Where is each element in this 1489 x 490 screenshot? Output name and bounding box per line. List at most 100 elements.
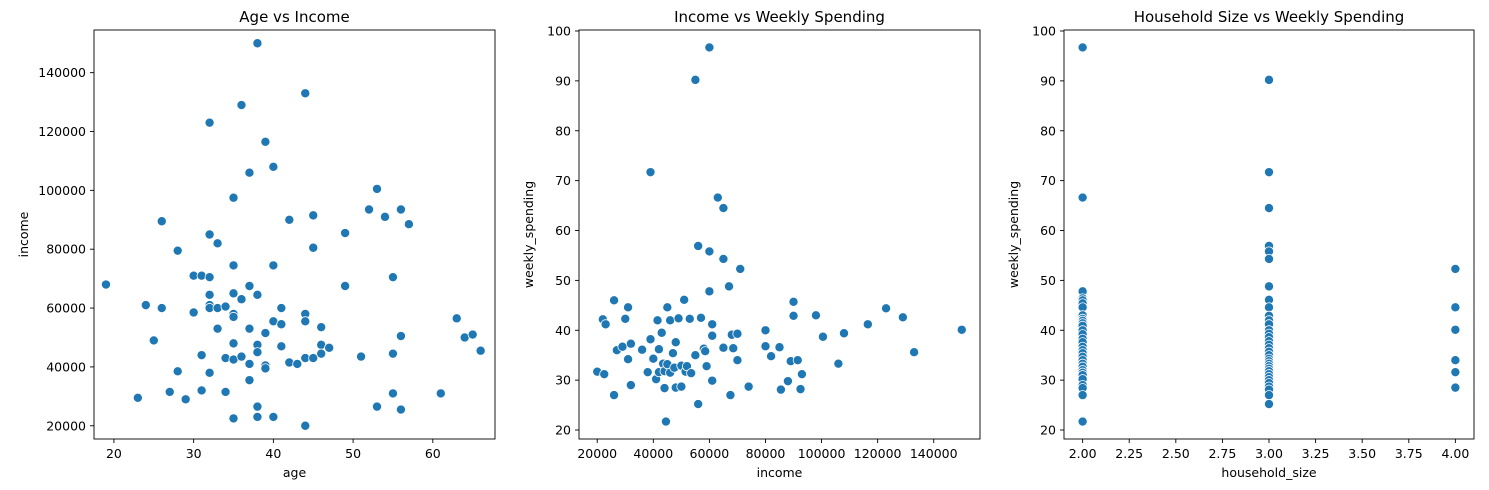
x-axis-label: income [757,465,803,480]
data-point [395,204,406,215]
data-point [220,386,231,397]
data-point [1264,74,1275,85]
data-point [766,351,777,362]
x-tick-label: 3.25 [1302,446,1330,461]
data-point [1077,390,1088,401]
data-point [796,369,807,380]
data-point [308,353,319,364]
subplot-3: Household Size vs Weekly Spending 2.00 2.2… [1006,8,1475,480]
x-axis-label: household_size [1221,465,1316,480]
data-point [623,302,634,313]
data-point [701,361,712,372]
data-point [268,161,279,172]
data-point [600,319,611,330]
y-tick-label: 100 [1032,23,1056,38]
data-point [707,319,718,330]
x-axis-label: age [283,465,307,480]
data-point [100,279,111,290]
data-point [788,310,799,321]
data-point [244,323,255,334]
data-point [228,260,239,271]
data-point [645,334,656,345]
data-point [220,301,231,312]
data-point [656,327,667,338]
data-point [340,228,351,239]
y-tick-label: 100 [547,23,571,38]
data-point [356,351,367,362]
data-point [648,353,659,364]
chart-title: Income vs Weekly Spending [674,8,885,26]
data-point [652,315,663,326]
x-tick-label: 20000 [577,446,617,461]
data-point [475,345,486,356]
data-point [1450,367,1461,378]
data-point [292,358,303,369]
data-point [670,337,681,348]
y-axis-label: weekly_spending [1006,181,1021,288]
data-point [617,341,628,352]
data-point [451,313,462,324]
x-tick-label: 2.25 [1115,446,1143,461]
data-point [395,404,406,415]
data-point [395,331,406,342]
data-point [704,286,715,297]
data-point [718,253,729,264]
data-point [667,348,678,359]
data-point [690,350,701,361]
data-point [180,394,191,405]
y-tick-label: 90 [555,73,571,88]
data-point [760,325,771,336]
data-point [625,380,636,391]
data-point [653,344,664,355]
data-point [1264,281,1275,292]
y-tick-label: 60000 [46,301,86,316]
data-point [244,358,255,369]
y-tick-label: 70 [555,173,571,188]
y-tick-label: 40000 [46,359,86,374]
axes-frame [578,29,981,440]
data-point [676,381,687,392]
data-point [810,310,821,321]
data-point [252,411,263,422]
data-point [260,136,271,147]
y-tick-label: 140000 [38,65,86,80]
data-point [467,329,478,340]
data-point [252,401,263,412]
x-tick-label: 3.75 [1395,446,1423,461]
x-tick-label: 80000 [746,446,786,461]
data-point [782,376,793,387]
data-point [956,324,967,335]
data-point [156,216,167,227]
y-tick-label: 70 [1040,173,1056,188]
data-point [718,342,729,353]
data-point [372,183,383,194]
data-point [788,296,799,307]
data-point [300,88,311,99]
data-point [204,117,215,128]
data-point [340,280,351,291]
data-point [1077,42,1088,53]
y-tick-label: 40 [555,323,571,338]
data-point [1264,390,1275,401]
data-point [196,350,207,361]
chart-title: Age vs Income [239,8,349,26]
y-tick-label: 120000 [38,124,86,139]
data-point [260,363,271,374]
data-point [1264,167,1275,178]
data-point [196,385,207,396]
data-point [1264,302,1275,313]
data-point [140,300,151,311]
data-point [228,311,239,322]
data-point [833,358,844,369]
data-point [704,42,715,53]
y-tick-label: 50 [1040,273,1056,288]
data-point [435,388,446,399]
data-point [862,319,873,330]
data-point [679,294,690,305]
data-point [1077,192,1088,203]
data-point [324,342,335,353]
data-point [1450,382,1461,393]
data-point [172,366,183,377]
y-tick-label: 50 [555,273,571,288]
data-point [693,399,704,410]
